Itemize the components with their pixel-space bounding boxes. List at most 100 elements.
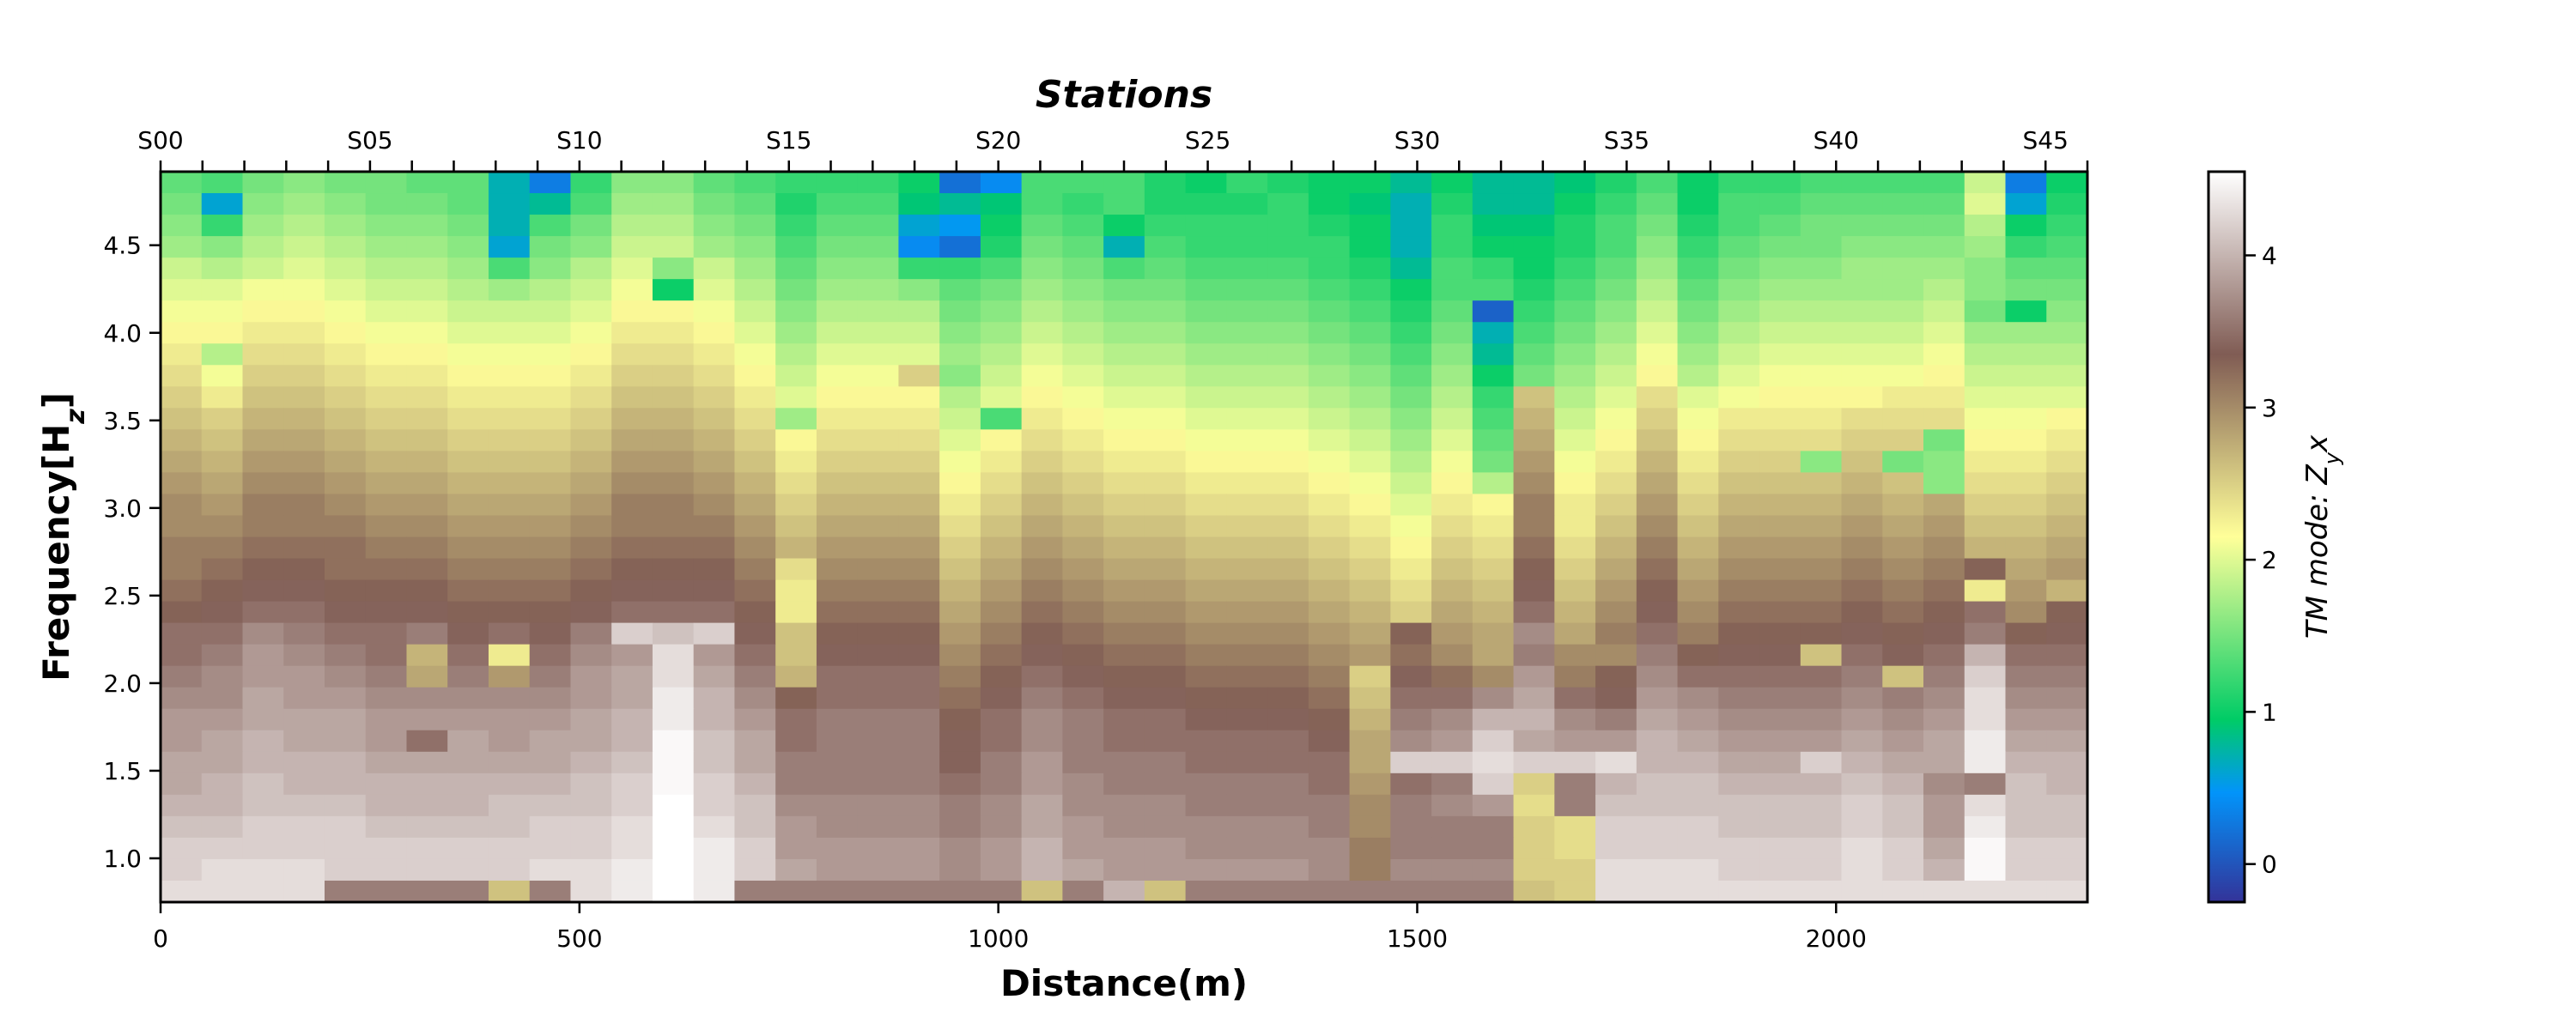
heatmap-cell xyxy=(201,794,244,817)
heatmap-cell xyxy=(857,472,899,495)
heatmap-cell xyxy=(1595,322,1637,344)
heatmap-cell xyxy=(611,279,653,301)
heatmap-cell xyxy=(939,536,981,560)
heatmap-cell xyxy=(365,858,408,882)
heatmap-cell xyxy=(1718,322,1760,344)
heatmap-cell xyxy=(1554,365,1596,387)
heatmap-cell xyxy=(1021,687,1063,710)
heatmap-cell xyxy=(365,172,408,194)
heatmap-cell xyxy=(242,215,284,237)
heatmap-cell xyxy=(2046,730,2088,753)
heatmap-cell xyxy=(611,601,653,624)
heatmap-cell xyxy=(242,837,284,860)
heatmap-cell xyxy=(1308,215,1351,237)
heatmap-cell xyxy=(1390,772,1432,796)
heatmap-cell xyxy=(693,880,736,903)
heatmap-cell xyxy=(488,494,531,517)
heatmap-cell xyxy=(1636,772,1679,796)
heatmap-cell xyxy=(570,880,612,903)
heatmap-cell xyxy=(1021,558,1063,581)
heatmap-cell xyxy=(1595,858,1637,882)
heatmap-cell xyxy=(1144,472,1187,495)
heatmap-cell xyxy=(1759,837,1801,860)
heatmap-cell xyxy=(242,429,284,451)
heatmap-cell xyxy=(1021,193,1063,215)
heatmap-cell xyxy=(939,622,981,645)
heatmap-cell xyxy=(1472,772,1515,796)
heatmap-cell xyxy=(242,751,284,774)
heatmap-cell xyxy=(1472,386,1515,409)
heatmap-cell xyxy=(939,837,981,860)
colorbar-title: TM mode: Zyx xyxy=(2300,434,2344,639)
heatmap-cell xyxy=(652,579,695,603)
heatmap-cell xyxy=(488,451,531,474)
y-axis-title: Frequency[Hz] xyxy=(35,392,91,682)
heatmap-cell xyxy=(1595,386,1637,409)
heatmap-cell xyxy=(734,815,776,839)
heatmap-cell xyxy=(1144,279,1187,301)
heatmap-cell xyxy=(980,386,1023,409)
heatmap-cell xyxy=(898,193,940,215)
heatmap-cell xyxy=(1718,708,1760,731)
heatmap-cell xyxy=(939,451,981,474)
heatmap-cell xyxy=(857,858,899,882)
heatmap-cell xyxy=(1636,601,1679,624)
heatmap-cell xyxy=(652,236,695,258)
heatmap-cell xyxy=(1472,601,1515,624)
heatmap-cell xyxy=(529,472,572,495)
heatmap-cell xyxy=(324,558,367,581)
heatmap-cell xyxy=(611,386,653,409)
heatmap-cell xyxy=(324,300,367,323)
heatmap-cell xyxy=(1226,708,1268,731)
heatmap-cell xyxy=(447,386,489,409)
heatmap-cell xyxy=(1513,880,1555,903)
heatmap-cell xyxy=(1472,579,1515,603)
heatmap-cell xyxy=(939,193,981,215)
heatmap-cell xyxy=(324,536,367,560)
heatmap-cell xyxy=(1062,386,1104,409)
heatmap-cell xyxy=(857,687,899,710)
heatmap-cell xyxy=(1677,408,1719,430)
heatmap-cell xyxy=(529,815,572,839)
heatmap-cell xyxy=(1923,215,1965,237)
heatmap-cell xyxy=(1062,644,1104,667)
heatmap-cell xyxy=(1267,386,1309,409)
heatmap-cell xyxy=(1964,472,2007,495)
heatmap-cell xyxy=(980,429,1023,451)
heatmap-cell xyxy=(1800,300,1843,323)
heatmap-cell xyxy=(1759,794,1801,817)
heatmap-cell xyxy=(1841,172,1883,194)
heatmap-cell xyxy=(775,687,817,710)
heatmap-cell xyxy=(611,215,653,237)
heatmap-cell xyxy=(1308,815,1351,839)
heatmap-cell xyxy=(161,172,203,194)
heatmap-cell xyxy=(447,772,489,796)
heatmap-cell xyxy=(816,408,859,430)
heatmap-cell xyxy=(1636,751,1679,774)
heatmap-cell xyxy=(939,408,981,430)
heatmap-cell xyxy=(324,772,367,796)
heatmap-cell xyxy=(570,687,612,710)
heatmap-cell xyxy=(734,429,776,451)
heatmap-cell xyxy=(1841,258,1883,280)
heatmap-cell xyxy=(1144,408,1187,430)
heatmap-cell xyxy=(1554,322,1596,344)
heatmap-cell xyxy=(1677,794,1719,817)
heatmap-cell xyxy=(1554,665,1596,688)
heatmap-cell xyxy=(1144,708,1187,731)
heatmap-cell xyxy=(324,730,367,753)
heatmap-cell xyxy=(734,708,776,731)
heatmap-cell xyxy=(652,601,695,624)
heatmap-cell xyxy=(980,215,1023,237)
heatmap-cell xyxy=(693,515,736,538)
heatmap-cell xyxy=(611,794,653,817)
heatmap-cell xyxy=(1677,386,1719,409)
heatmap-cell xyxy=(1472,451,1515,474)
heatmap-cell xyxy=(447,451,489,474)
heatmap-cell xyxy=(1554,258,1596,280)
heatmap-cell xyxy=(406,858,448,882)
heatmap-cell xyxy=(2046,472,2088,495)
heatmap-cell xyxy=(1144,880,1187,903)
heatmap-cell xyxy=(1308,880,1351,903)
